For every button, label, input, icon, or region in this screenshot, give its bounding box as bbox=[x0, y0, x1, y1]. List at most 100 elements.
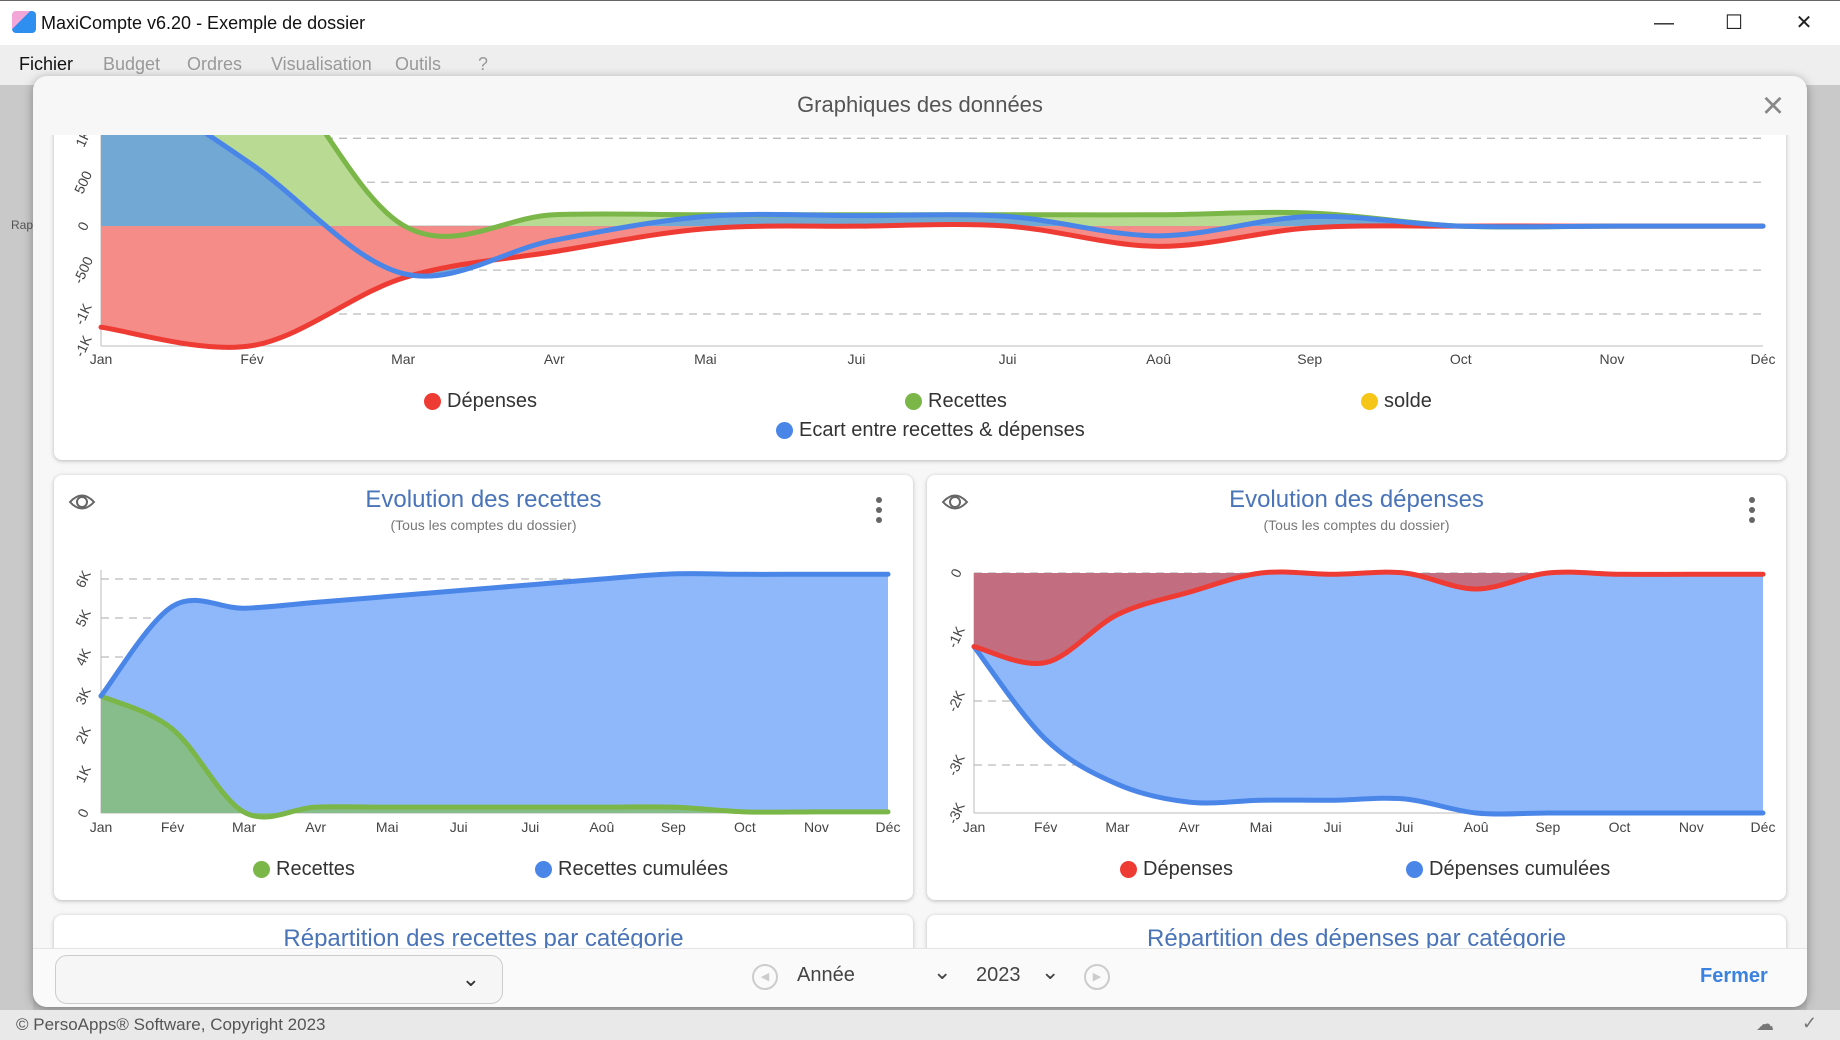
y-tick-label: 0 bbox=[947, 566, 965, 580]
income-chart-card: Evolution des recettes (Tous les comptes… bbox=[54, 475, 913, 900]
check-circle-icon[interactable]: ✓ bbox=[1802, 1013, 1818, 1033]
y-tick-label: 4K bbox=[72, 645, 94, 668]
legend-item[interactable]: Ecart entre recettes & dépenses bbox=[776, 419, 1085, 442]
income-category-card: Répartition des recettes par catégorie bbox=[54, 915, 913, 948]
minimize-icon[interactable]: — bbox=[1654, 12, 1674, 34]
x-tick-label: Jan bbox=[963, 819, 986, 835]
x-tick-label: Fév bbox=[240, 351, 263, 367]
x-tick-label: Déc bbox=[876, 819, 901, 835]
eye-icon[interactable] bbox=[941, 491, 969, 513]
chevron-down-icon[interactable]: ⌄ bbox=[1041, 959, 1060, 984]
x-tick-label: Sep bbox=[1535, 819, 1560, 835]
legend-item[interactable]: Recettes bbox=[905, 390, 1007, 413]
x-tick-label: Jui bbox=[450, 819, 468, 835]
x-tick-label: Jui bbox=[999, 351, 1017, 367]
x-tick-label: Jan bbox=[90, 819, 113, 835]
legend-item[interactable]: Dépenses cumulées bbox=[1406, 858, 1610, 881]
x-tick-label: Sep bbox=[661, 819, 686, 835]
menu-visualisation[interactable]: Visualisation bbox=[271, 54, 372, 74]
legend-dot-icon bbox=[1120, 861, 1137, 878]
card-title: Répartition des dépenses par catégorie bbox=[1147, 925, 1566, 948]
close-icon[interactable]: ✕ bbox=[1795, 12, 1813, 34]
year-select[interactable]: 2023 bbox=[976, 964, 1021, 986]
x-tick-label: Oct bbox=[1609, 819, 1631, 835]
x-tick-label: Mar bbox=[391, 351, 415, 367]
x-tick-label: Nov bbox=[804, 819, 829, 835]
previous-period-button[interactable]: ◀ bbox=[752, 964, 778, 990]
legend-item[interactable]: Dépenses bbox=[424, 390, 537, 413]
legend-label: Recettes cumulées bbox=[558, 858, 729, 880]
menu-budget[interactable]: Budget bbox=[103, 54, 161, 74]
legend-item[interactable]: Dépenses bbox=[1120, 858, 1233, 881]
y-tick-label: 3K bbox=[72, 684, 94, 707]
y-tick-label: 6K bbox=[72, 567, 94, 590]
y-tick-label: 2K bbox=[72, 723, 94, 746]
y-tick-label: -2K bbox=[944, 687, 968, 714]
balance-chart-card: 1K 500 0 -500 -1K -1K Jan Fév Mar Avr Mai Jui Jui Aoû… bbox=[54, 135, 1786, 460]
legend-label: Ecart entre recettes & dépenses bbox=[799, 419, 1085, 441]
x-tick-label: Nov bbox=[1599, 351, 1624, 367]
x-tick-label: Avr bbox=[544, 351, 565, 367]
x-tick-label: Jui bbox=[1324, 819, 1342, 835]
menu-outils[interactable]: Outils bbox=[395, 54, 442, 74]
toolbar-fragment: Rap bbox=[11, 218, 34, 232]
menu-fichier[interactable]: Fichier bbox=[19, 54, 74, 74]
card-title: Evolution des recettes bbox=[365, 486, 602, 513]
dialog-title: Graphiques des données bbox=[797, 92, 1043, 117]
legend-dot-icon bbox=[535, 861, 552, 878]
legend-dot-icon bbox=[905, 393, 922, 410]
series-line-1 bbox=[98, 571, 891, 699]
eye-icon[interactable] bbox=[68, 491, 96, 513]
legend-item[interactable]: Recettes bbox=[253, 858, 355, 881]
x-tick-label: Oct bbox=[1450, 351, 1472, 367]
expense-chart-card: Evolution des dépenses (Tous les comptes… bbox=[927, 475, 1786, 900]
series-line-3 bbox=[204, 135, 1766, 279]
x-tick-label: Avr bbox=[305, 819, 326, 835]
series-area-0 bbox=[101, 695, 888, 818]
legend-dot-icon bbox=[1361, 393, 1378, 410]
chevron-down-icon[interactable]: ⌄ bbox=[933, 959, 952, 984]
menu-help[interactable]: ? bbox=[478, 54, 489, 74]
legend-label: Dépenses cumulées bbox=[1429, 858, 1611, 880]
series-line-1 bbox=[971, 644, 1766, 817]
x-tick-label: Aoû bbox=[589, 819, 614, 835]
status-bar: © PersoApps® Software, Copyright 2023 ☁ … bbox=[0, 1010, 1840, 1040]
x-tick-label: Aoû bbox=[1464, 819, 1489, 835]
cloud-off-icon[interactable]: ☁ bbox=[1756, 1014, 1774, 1034]
legend-dot-icon bbox=[253, 861, 270, 878]
more-options-icon[interactable] bbox=[875, 497, 883, 525]
y-tick-label: -3K bbox=[944, 751, 968, 778]
card-subtitle: (Tous les comptes du dossier) bbox=[1263, 517, 1450, 533]
y-tick-label: 5K bbox=[72, 606, 94, 629]
maximize-icon[interactable]: ☐ bbox=[1725, 12, 1743, 34]
y-tick-label: 500 bbox=[71, 168, 95, 196]
account-dropdown[interactable]: ⌄ bbox=[55, 955, 503, 1004]
menu-ordres[interactable]: Ordres bbox=[187, 54, 243, 74]
title-bar: MaxiCompte v6.20 - Exemple de dossier — … bbox=[0, 0, 1840, 45]
period-select[interactable]: Année bbox=[797, 964, 855, 986]
legend-label: Recettes bbox=[928, 390, 1007, 412]
legend-item[interactable]: solde bbox=[1361, 390, 1432, 413]
x-tick-label: Déc bbox=[1751, 351, 1776, 367]
background-app-left: Rap bbox=[0, 85, 33, 1010]
x-tick-label: Mai bbox=[376, 819, 399, 835]
charts-dialog: Graphiques des données × 1K 500 0 -500 -1K -1… bbox=[33, 76, 1807, 1007]
y-tick-label: 0 bbox=[74, 806, 92, 820]
next-period-button[interactable]: ▶ bbox=[1084, 964, 1110, 990]
close-icon[interactable]: × bbox=[1761, 85, 1785, 127]
legend-label: Recettes bbox=[276, 858, 355, 880]
x-tick-label: Mar bbox=[1105, 819, 1129, 835]
charts-scroll-area[interactable]: 1K 500 0 -500 -1K -1K Jan Fév Mar Avr Mai Jui Jui Aoû… bbox=[33, 135, 1807, 948]
x-tick-label: Jui bbox=[521, 819, 539, 835]
legend-label: Dépenses bbox=[447, 390, 538, 412]
legend-item[interactable]: Recettes cumulées bbox=[535, 858, 728, 881]
x-tick-label: Mai bbox=[1250, 819, 1273, 835]
x-tick-label: Fév bbox=[161, 819, 184, 835]
x-tick-label: Jui bbox=[848, 351, 866, 367]
more-options-icon[interactable] bbox=[1748, 497, 1756, 525]
x-tick-label: Déc bbox=[1751, 819, 1776, 835]
chevron-down-icon: ⌄ bbox=[461, 966, 480, 991]
close-button[interactable]: Fermer bbox=[1700, 965, 1768, 987]
y-tick-label: -1K bbox=[944, 623, 968, 650]
